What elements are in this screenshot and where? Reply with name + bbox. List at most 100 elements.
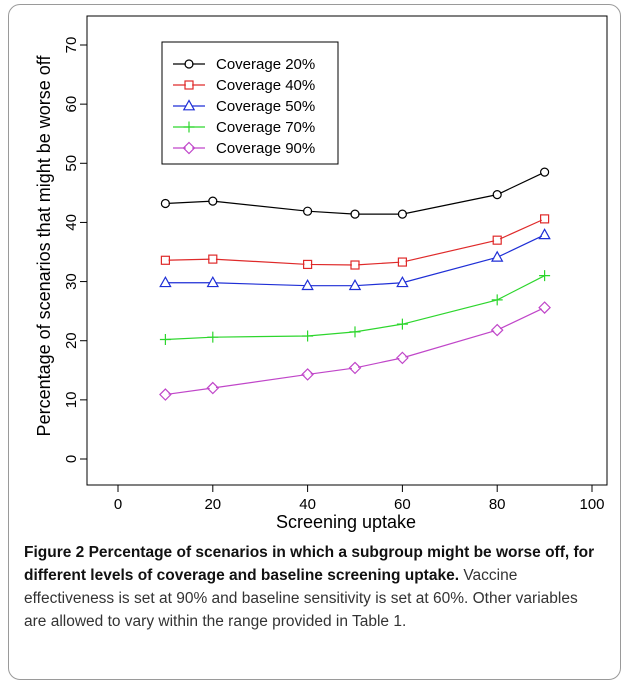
- data-point: [492, 190, 502, 200]
- series-4: [159, 270, 551, 346]
- marker-knockout: [541, 304, 548, 311]
- data-point: [490, 250, 504, 262]
- legend: Coverage 20% Coverage 40% Coverage 50% Cove…: [161, 41, 339, 165]
- series-3: [159, 228, 551, 291]
- data-point: [538, 228, 551, 240]
- data-point: [350, 209, 360, 219]
- marker-knockout: [351, 261, 359, 269]
- data-point: [160, 255, 170, 265]
- legend-marker: [184, 59, 194, 69]
- y-tick-label: 60: [63, 96, 80, 113]
- y-tick-label: 30: [63, 273, 80, 290]
- y-tick-label: 50: [63, 155, 80, 172]
- data-point: [396, 351, 409, 365]
- x-axis-label: Screening uptake: [276, 512, 416, 532]
- x-tick-label: 100: [579, 496, 604, 513]
- data-point: [302, 330, 314, 342]
- x-tick-label: 40: [299, 496, 316, 513]
- x-tick-label: 80: [489, 496, 506, 513]
- data-point: [396, 276, 409, 288]
- data-point: [303, 206, 313, 216]
- data-point: [303, 259, 313, 270]
- data-point: [159, 276, 172, 288]
- data-point: [206, 381, 220, 395]
- data-point: [539, 214, 550, 224]
- series-line: [165, 171, 545, 215]
- data-point: [538, 301, 551, 314]
- marker-knockout: [162, 200, 169, 207]
- marker-knockout: [351, 210, 359, 218]
- legend-label: Coverage 50%: [216, 98, 315, 115]
- series-line: [165, 307, 545, 396]
- marker-knockout: [162, 391, 169, 398]
- marker-knockout: [304, 371, 311, 378]
- data-point: [208, 196, 218, 206]
- series-1: [160, 167, 550, 219]
- data-point: [301, 278, 314, 291]
- marker-knockout: [541, 215, 548, 223]
- data-point: [396, 318, 408, 330]
- y-axis-label: Percentage of scenarios that might be wo…: [34, 55, 54, 437]
- legend-knockout: [185, 60, 193, 68]
- marker-knockout: [351, 364, 359, 372]
- caption-body: Vaccine effectiveness is set at 90% and …: [24, 567, 578, 630]
- axes: 0 20 40 60 80 100 0 10 20 30 40 50 60 70: [63, 37, 605, 513]
- marker-knockout: [399, 210, 406, 218]
- legend-marker: [184, 80, 194, 90]
- data-point: [208, 254, 218, 264]
- marker-knockout: [209, 197, 216, 205]
- data-point: [160, 198, 170, 209]
- data-point: [350, 260, 360, 270]
- legend-label: Coverage 20%: [216, 56, 315, 73]
- data-point: [348, 278, 362, 291]
- marker-knockout: [209, 384, 216, 392]
- marker-knockout: [209, 255, 216, 263]
- legend-knockout: [185, 81, 193, 89]
- legend-label: Coverage 70%: [216, 119, 315, 136]
- legend-marker: [183, 121, 195, 133]
- data-point: [206, 276, 220, 288]
- data-point: [397, 257, 407, 267]
- data-point: [539, 270, 551, 282]
- data-point: [159, 388, 172, 401]
- x-tick-label: 20: [204, 496, 221, 513]
- data-point: [301, 368, 314, 381]
- caption-title: Figure 2 Percentage of scenarios in whic…: [24, 544, 595, 584]
- series-line: [165, 218, 545, 266]
- marker-knockout: [162, 257, 169, 264]
- data-point: [492, 235, 502, 245]
- series-group: [159, 167, 551, 401]
- legend-marker: [182, 141, 196, 155]
- x-tick-label: 60: [394, 496, 411, 513]
- marker-knockout: [399, 354, 406, 362]
- y-tick-label: 10: [63, 392, 80, 409]
- legend-label: Coverage 40%: [216, 77, 315, 94]
- legend-label: Coverage 90%: [216, 140, 315, 157]
- series-5: [159, 301, 551, 401]
- legend-knockout: [185, 144, 193, 152]
- marker-knockout: [304, 261, 311, 268]
- data-point: [349, 326, 361, 338]
- data-point: [539, 167, 550, 177]
- data-point: [348, 361, 362, 375]
- marker-knockout: [541, 168, 548, 176]
- marker-knockout: [494, 191, 501, 198]
- data-point: [491, 294, 503, 306]
- marker-knockout: [304, 207, 311, 215]
- marker-knockout: [494, 326, 501, 334]
- data-point: [207, 331, 219, 343]
- series-2: [160, 214, 550, 270]
- x-tick-label: 0: [114, 496, 122, 513]
- marker-knockout: [494, 236, 501, 244]
- figure-caption: Figure 2 Percentage of scenarios in whic…: [24, 541, 604, 633]
- line-chart: 0 20 40 60 80 100 0 10 20 30 40 50 60 70 Coverage 20%…: [34, 15, 608, 532]
- data-point: [159, 334, 171, 346]
- y-tick-label: 0: [63, 455, 80, 463]
- y-tick-label: 20: [63, 332, 80, 349]
- data-point: [490, 323, 504, 337]
- y-tick-label: 70: [63, 37, 80, 54]
- legend-marker: [182, 99, 196, 111]
- data-point: [397, 209, 407, 219]
- y-tick-label: 40: [63, 214, 80, 231]
- marker-knockout: [399, 258, 406, 266]
